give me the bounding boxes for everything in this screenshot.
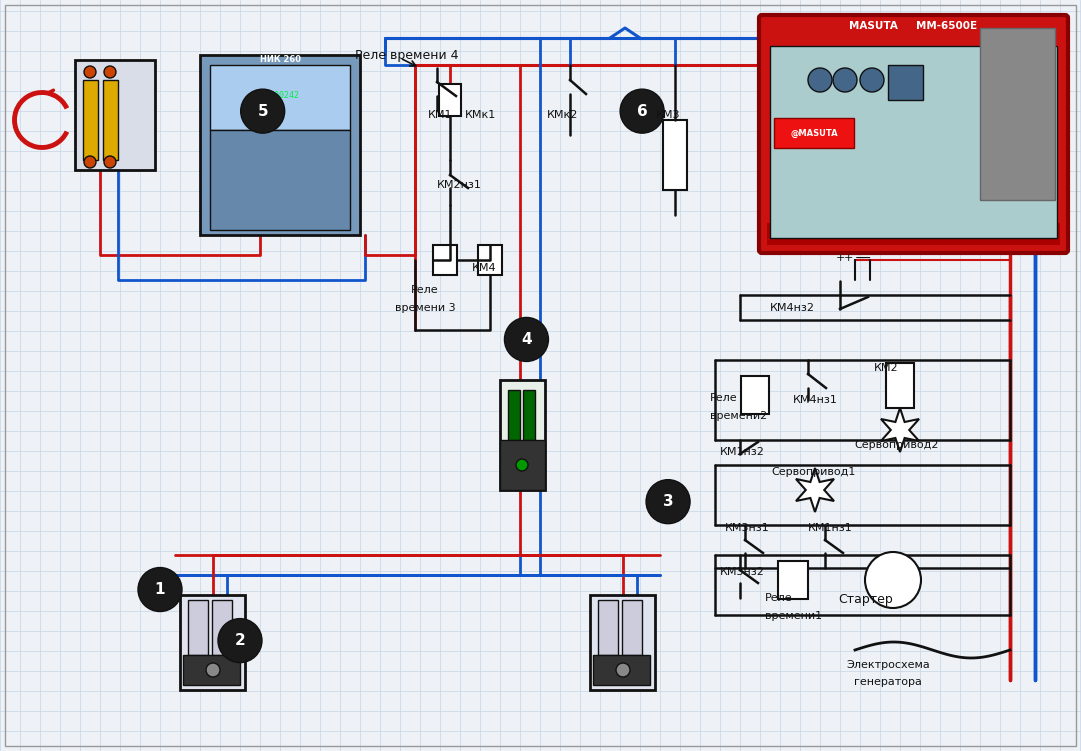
- Circle shape: [138, 568, 182, 611]
- Bar: [501, 380, 545, 490]
- Bar: [768, 223, 1060, 245]
- Text: КМ1нз2: КМ1нз2: [720, 447, 765, 457]
- Circle shape: [808, 68, 832, 92]
- Bar: [770, 46, 1057, 238]
- Bar: [622, 600, 642, 655]
- Text: КМ3нз2: КМ3нз2: [720, 567, 765, 577]
- Bar: [478, 245, 502, 275]
- Bar: [778, 561, 808, 599]
- Bar: [433, 245, 457, 275]
- Text: КМ4нз1: КМ4нз1: [793, 395, 838, 405]
- Text: 00000242: 00000242: [261, 91, 301, 99]
- Bar: [598, 600, 618, 655]
- Text: Сервопривод1: Сервопривод1: [771, 467, 855, 477]
- Text: времени1: времени1: [765, 611, 823, 621]
- FancyBboxPatch shape: [759, 15, 1068, 253]
- Bar: [439, 84, 461, 116]
- Circle shape: [516, 459, 528, 471]
- Circle shape: [616, 663, 630, 677]
- Text: 3: 3: [663, 494, 673, 509]
- Text: +: +: [843, 253, 853, 263]
- Text: −: −: [855, 252, 865, 264]
- Text: КМ4: КМ4: [471, 263, 496, 273]
- Circle shape: [860, 68, 884, 92]
- Text: 1: 1: [155, 582, 165, 597]
- Text: 2: 2: [235, 633, 245, 648]
- Text: Реле: Реле: [411, 285, 439, 295]
- Bar: [210, 65, 350, 130]
- Text: Реле: Реле: [765, 593, 792, 603]
- Circle shape: [865, 552, 921, 608]
- Bar: [740, 376, 769, 414]
- Text: Сервопривод2: Сервопривод2: [854, 440, 938, 450]
- Bar: [83, 80, 98, 160]
- Bar: [593, 655, 650, 685]
- Bar: [508, 390, 520, 440]
- Circle shape: [104, 156, 116, 168]
- Text: КМ1нз1: КМ1нз1: [808, 523, 853, 533]
- Circle shape: [84, 156, 96, 168]
- Text: MASUTA     MM-6500E: MASUTA MM-6500E: [849, 21, 977, 31]
- Text: 4: 4: [521, 332, 532, 347]
- Text: @MASUTA: @MASUTA: [790, 128, 838, 137]
- Bar: [663, 120, 688, 190]
- Text: Реле времени 4: Реле времени 4: [355, 49, 458, 62]
- Text: 5: 5: [257, 104, 268, 119]
- Text: КМ3нз1: КМ3нз1: [725, 523, 770, 533]
- Circle shape: [620, 89, 664, 133]
- Text: генератора: генератора: [854, 677, 922, 687]
- Bar: [886, 363, 915, 408]
- Text: −: −: [860, 252, 871, 264]
- Circle shape: [833, 68, 857, 92]
- Bar: [75, 60, 155, 170]
- Bar: [980, 28, 1055, 200]
- Bar: [501, 440, 545, 490]
- Polygon shape: [881, 408, 919, 452]
- Circle shape: [241, 89, 284, 133]
- Bar: [183, 655, 240, 685]
- Circle shape: [218, 619, 262, 662]
- Text: КМ2нз1: КМ2нз1: [437, 180, 482, 190]
- Text: КМ3: КМ3: [656, 110, 680, 120]
- Text: +: +: [836, 253, 844, 263]
- Bar: [212, 600, 232, 655]
- Polygon shape: [796, 468, 835, 512]
- Text: КМ4нз2: КМ4нз2: [770, 303, 815, 313]
- Bar: [200, 55, 360, 235]
- Text: КМк1: КМк1: [465, 110, 495, 120]
- Text: 6: 6: [637, 104, 648, 119]
- Circle shape: [646, 480, 690, 523]
- Bar: [181, 595, 245, 690]
- Bar: [188, 600, 208, 655]
- Circle shape: [104, 66, 116, 78]
- Bar: [210, 130, 350, 230]
- Text: Стартер: Стартер: [839, 593, 893, 607]
- Bar: [774, 118, 854, 148]
- Text: Электросхема: Электросхема: [846, 660, 930, 670]
- Circle shape: [206, 663, 221, 677]
- Circle shape: [505, 318, 548, 361]
- Text: КМк2: КМк2: [547, 110, 578, 120]
- Circle shape: [84, 66, 96, 78]
- Text: НИК 260: НИК 260: [259, 56, 301, 65]
- Text: времени2: времени2: [710, 411, 768, 421]
- Bar: [523, 390, 535, 440]
- Bar: [590, 595, 655, 690]
- Text: времени 3: времени 3: [395, 303, 455, 313]
- Text: КМ2: КМ2: [873, 363, 898, 373]
- Bar: [103, 80, 118, 160]
- Text: КМ1: КМ1: [428, 110, 452, 120]
- Text: Реле: Реле: [710, 393, 737, 403]
- Bar: [888, 65, 923, 100]
